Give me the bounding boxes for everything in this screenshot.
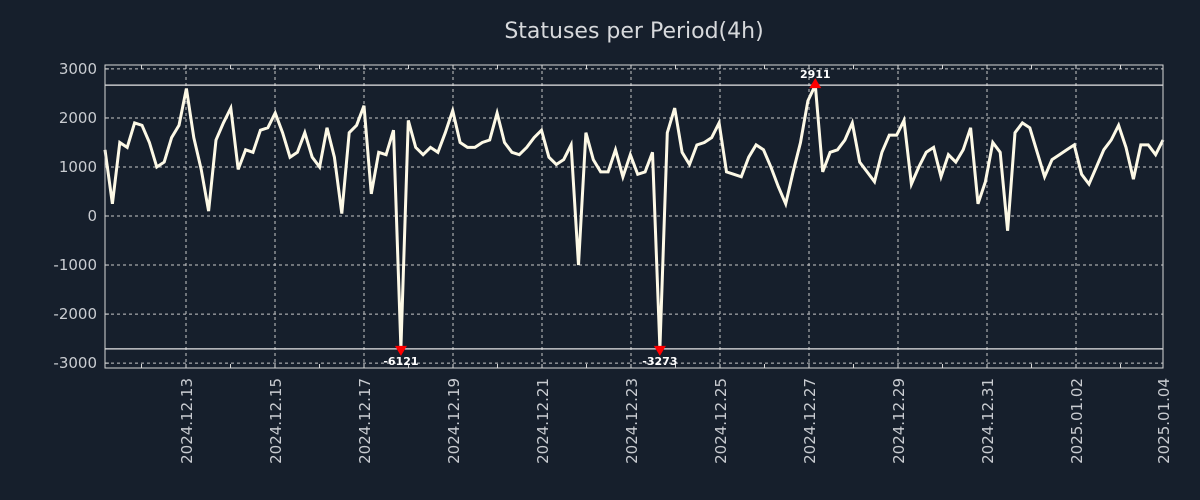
y-axis: 3000 2000 1000 0 -1000 -2000 -3000	[53, 60, 109, 372]
y-tick-label: 1000	[59, 158, 97, 176]
x-tick-label: 2024.12.19	[445, 378, 463, 464]
min-label: -3273	[642, 355, 677, 368]
y-tick-label: 2000	[59, 109, 97, 127]
x-tick-label: 2024.12.17	[356, 378, 374, 464]
max-label: 2911	[800, 68, 831, 81]
min-marker	[394, 345, 407, 356]
x-axis: 2024.12.13 2024.12.15 2024.12.17 2024.12.19…	[141, 65, 1173, 464]
annotations: -6121 -3273 2911	[383, 68, 830, 368]
y-tick-label: -3000	[53, 354, 97, 372]
limit-lines	[105, 84, 1163, 350]
plot-frame	[104, 64, 1164, 369]
max-marker	[809, 78, 822, 89]
x-tick-label: 2024.12.29	[890, 378, 908, 464]
series-line	[103, 79, 1165, 349]
x-tick-label: 2025.01.04	[1155, 378, 1173, 464]
x-tick-label: 2024.12.31	[979, 378, 997, 464]
chart-title: Statuses per Period(4h)	[504, 19, 763, 44]
x-tick-label: 2024.12.25	[712, 378, 730, 464]
min-label: -6121	[383, 355, 418, 368]
y-tick-label: -2000	[53, 305, 97, 323]
y-tick-label: 0	[87, 207, 97, 225]
y-tick-label: 3000	[59, 60, 97, 78]
y-tick-label: -1000	[53, 256, 97, 274]
x-tick-label: 2024.12.13	[178, 378, 196, 464]
x-tick-label: 2024.12.21	[534, 378, 552, 464]
x-tick-label: 2024.12.27	[801, 378, 819, 464]
x-tick-label: 2024.12.15	[267, 378, 285, 464]
x-tick-label: 2025.01.02	[1068, 378, 1086, 464]
min-marker	[653, 345, 666, 356]
x-tick-label: 2024.12.23	[623, 378, 641, 464]
grid	[105, 65, 1164, 368]
